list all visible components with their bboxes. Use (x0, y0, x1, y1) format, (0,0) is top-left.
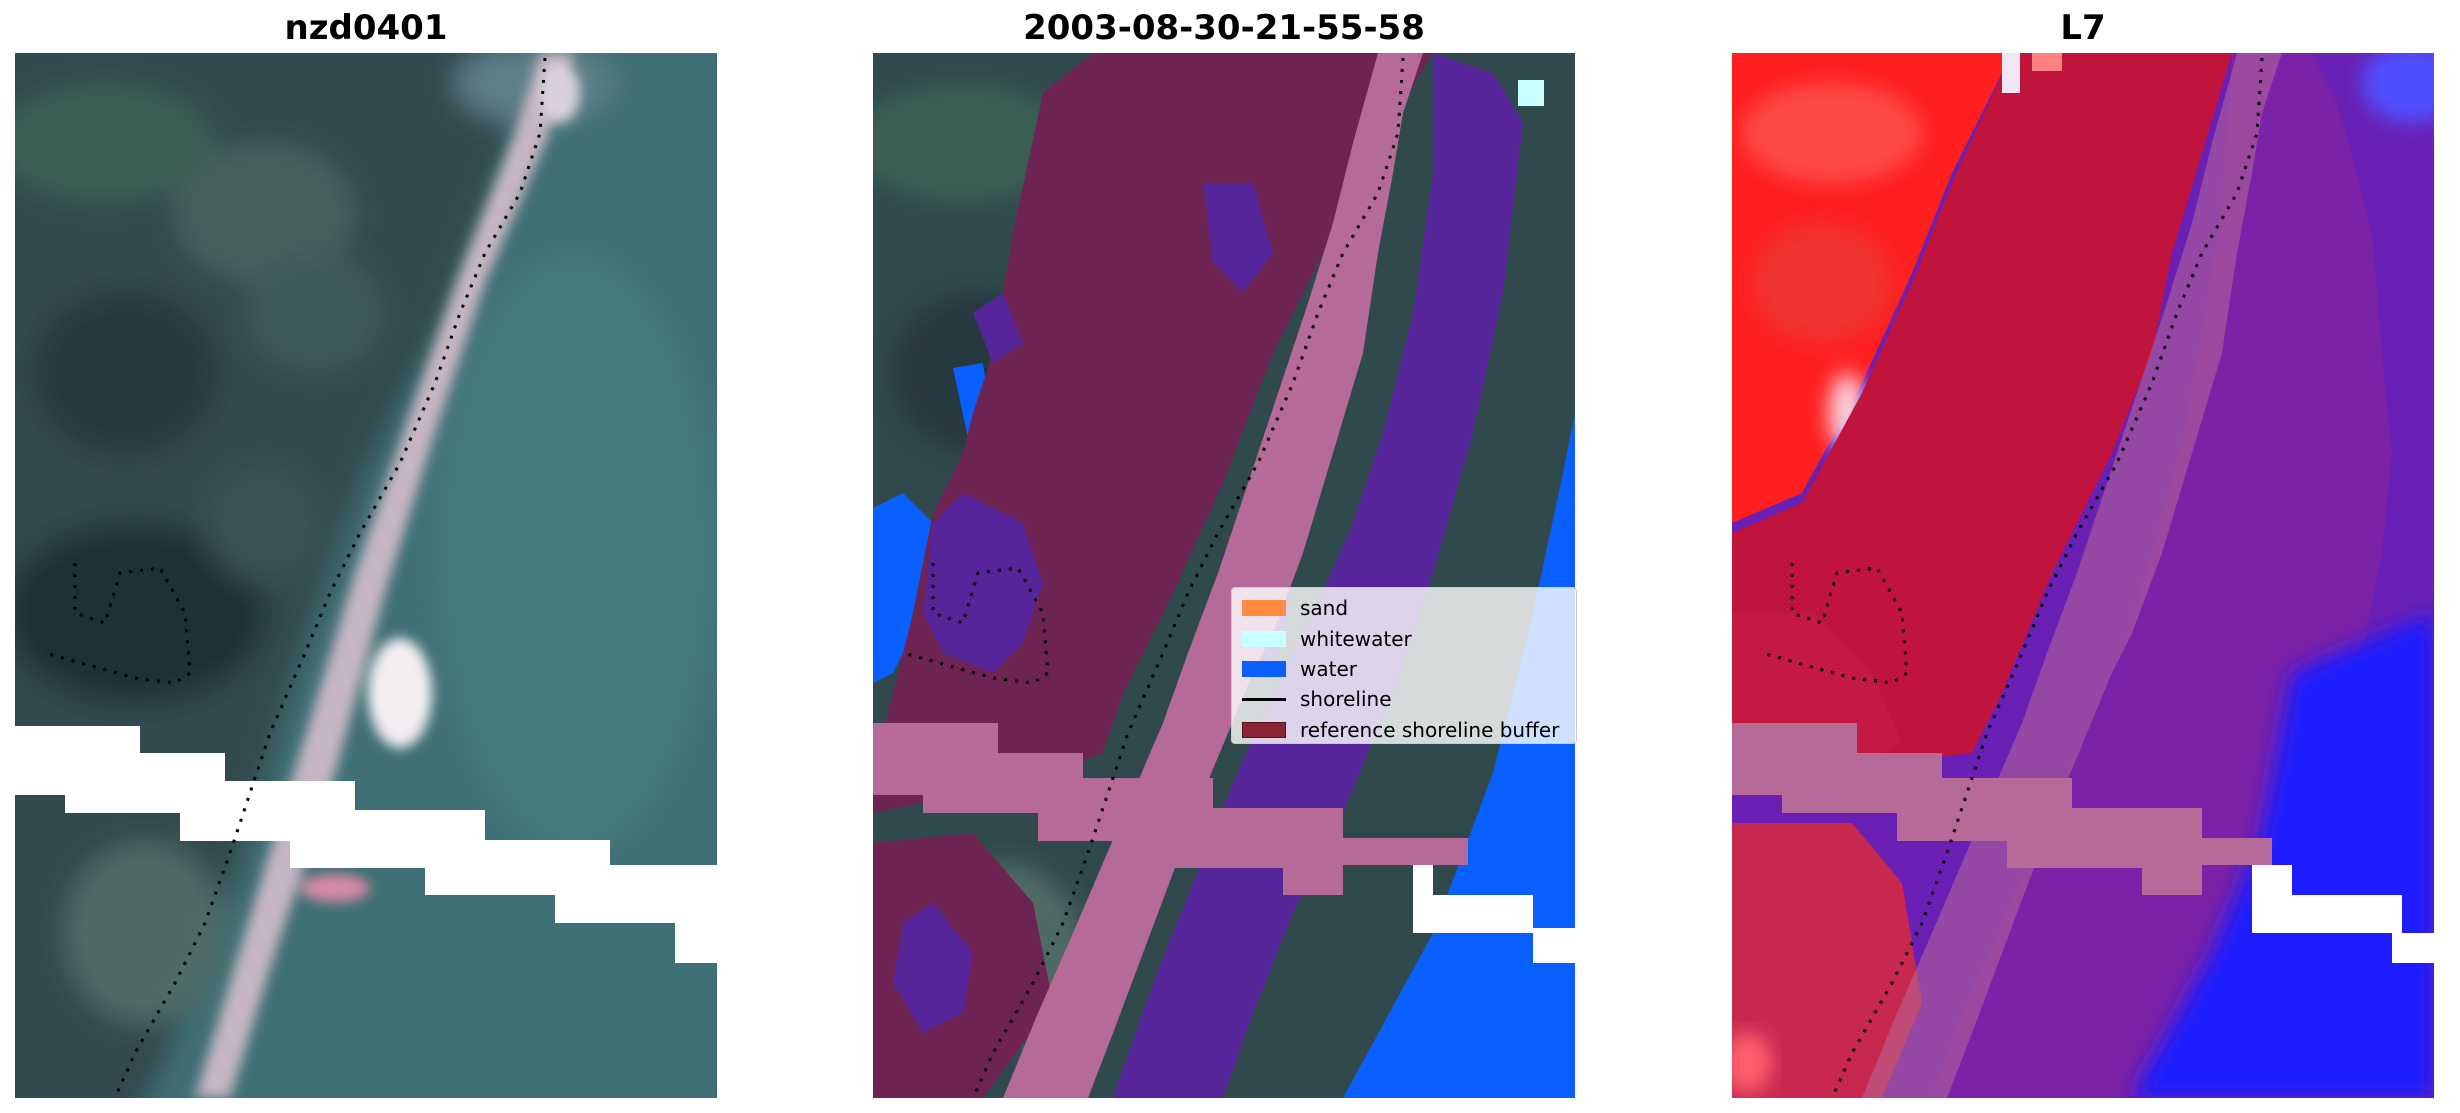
water-swatch (1242, 660, 1286, 677)
legend-item-water: water (1242, 654, 1576, 684)
legend-label-whitewater: whitewater (1300, 626, 1412, 651)
rgb-image-panel (15, 53, 717, 1098)
shoreline-line-swatch (1242, 697, 1286, 701)
whitewater-swatch (1242, 630, 1286, 647)
legend-label-shoreline: shoreline (1300, 687, 1392, 712)
legend-item-sand: sand (1242, 593, 1576, 623)
legend-label-water: water (1300, 656, 1357, 681)
legend-item-whitewater: whitewater (1242, 623, 1576, 653)
legend-label-reference-buffer: reference shoreline buffer (1300, 717, 1560, 742)
classified-image (873, 53, 1575, 1098)
legend-item-reference-buffer: reference shoreline buffer (1242, 715, 1576, 745)
legend-label-sand: sand (1300, 596, 1349, 621)
classified-image-panel (873, 53, 1575, 1098)
panel-title-classified: 2003-08-30-21-55-58 (1023, 8, 1425, 48)
sand-swatch (1242, 600, 1286, 617)
index-image-panel (1732, 53, 2434, 1098)
panel-title-rgb: nzd0401 (284, 8, 448, 48)
legend-item-shoreline: shoreline (1242, 684, 1576, 714)
classification-legend: sand whitewater water shoreline referenc… (1231, 587, 1577, 744)
index-image (1732, 53, 2434, 1098)
panel-title-index: L7 (2060, 8, 2106, 48)
reference-buffer-swatch (1242, 721, 1286, 738)
rgb-satellite-image (15, 53, 717, 1098)
